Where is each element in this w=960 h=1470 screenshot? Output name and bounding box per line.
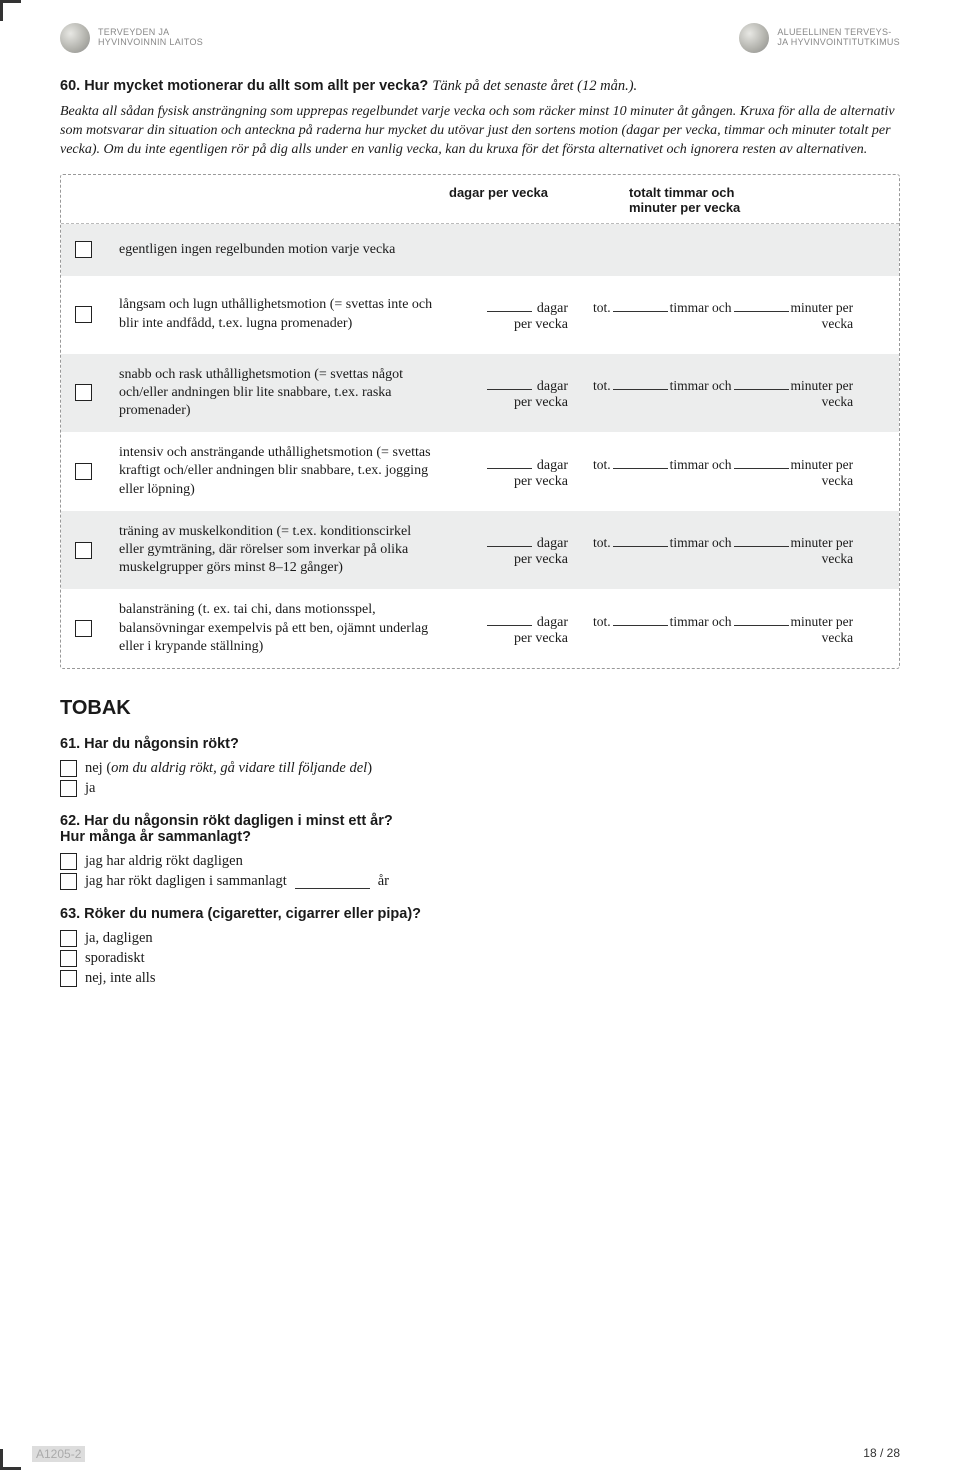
q60-row-checkbox[interactable] bbox=[75, 542, 92, 559]
q63-opt1: ja, dagligen bbox=[85, 930, 153, 947]
page-header: TERVEYDEN JA HYVINVOINNIN LAITOS ALUEELL… bbox=[60, 18, 900, 58]
q61-title: 61. Har du någonsin rökt? bbox=[60, 736, 900, 752]
footer-left: A1205-2 bbox=[32, 1446, 85, 1462]
q60-dagar-blank[interactable] bbox=[487, 454, 532, 469]
q60-table: dagar per vecka totalt timmar och minute… bbox=[60, 174, 900, 669]
q63-title: 63. Röker du numera (cigaretter, cigarre… bbox=[60, 906, 900, 922]
q60-dagar-blank[interactable] bbox=[487, 375, 532, 390]
q60-minuter-blank[interactable] bbox=[734, 297, 789, 312]
logo-ball-icon bbox=[60, 23, 90, 53]
q60-head-tot-a: totalt timmar och bbox=[629, 185, 885, 200]
q62-years-blank[interactable] bbox=[295, 874, 370, 890]
q60-row-checkbox[interactable] bbox=[75, 241, 92, 258]
q60-instructions: Beakta all sådan fysisk ansträngning som… bbox=[60, 103, 900, 160]
q60-title-italic: Tänk på det senaste året (12 mån.). bbox=[432, 78, 637, 94]
q60-minuter-blank[interactable] bbox=[734, 533, 789, 548]
logo-right: ALUEELLINEN TERVEYS- JA HYVINVOINTITUTKI… bbox=[739, 23, 900, 53]
footer-right: 18 / 28 bbox=[863, 1446, 900, 1462]
q60-total-block: tot.timmar och minuter pervecka bbox=[593, 454, 885, 489]
q60-row-text: träning av muskelkondition (= t.ex. kond… bbox=[119, 523, 453, 578]
q63-opt3-checkbox[interactable] bbox=[60, 970, 77, 987]
q60-minuter-blank[interactable] bbox=[734, 454, 789, 469]
q60-num: 60. bbox=[60, 78, 80, 94]
q60-row-text: balansträning (t. ex. tai chi, dans moti… bbox=[119, 601, 453, 656]
q60-row: snabb och rask uthållighetsmotion (= sve… bbox=[61, 354, 899, 433]
q61-opt2: ja bbox=[85, 780, 95, 797]
q60-table-head: dagar per vecka totalt timmar och minute… bbox=[61, 175, 899, 224]
q60-dagar-label: dagar bbox=[537, 615, 568, 631]
q60-dagar-blank[interactable] bbox=[487, 532, 532, 547]
q62-opt1: jag har aldrig rökt dagligen bbox=[85, 853, 243, 870]
q60-row: träning av muskelkondition (= t.ex. kond… bbox=[61, 511, 899, 590]
q63-opt3: nej, inte alls bbox=[85, 970, 155, 987]
q60-title-text: Hur mycket motionerar du allt som allt p… bbox=[84, 78, 428, 94]
q60-per-vecka-label: per vecka bbox=[514, 317, 568, 333]
q61-opt1: nej (om du aldrig rökt, gå vidare till f… bbox=[85, 760, 372, 777]
logo-right-line2: JA HYVINVOINTITUTKIMUS bbox=[777, 38, 900, 48]
q60-timmar-blank[interactable] bbox=[613, 297, 668, 312]
q60-row: balansträning (t. ex. tai chi, dans moti… bbox=[61, 589, 899, 668]
q60-per-vecka-label: per vecka bbox=[514, 552, 568, 568]
q62-opt2-checkbox[interactable] bbox=[60, 873, 77, 890]
q63-options: ja, dagligen sporadiskt nej, inte alls bbox=[60, 930, 900, 987]
q60-timmar-blank[interactable] bbox=[613, 611, 668, 626]
q60-minuter-blank[interactable] bbox=[734, 611, 789, 626]
q60-row-checkbox[interactable] bbox=[75, 463, 92, 480]
logo-ball-icon bbox=[739, 23, 769, 53]
q60-row-checkbox[interactable] bbox=[75, 620, 92, 637]
q60-per-vecka-label: per vecka bbox=[514, 395, 568, 411]
q60-row-text: egentligen ingen regelbunden motion varj… bbox=[119, 241, 453, 259]
q61-opt1-checkbox[interactable] bbox=[60, 760, 77, 777]
q60-per-vecka-label: per vecka bbox=[514, 474, 568, 490]
q60-row-text: snabb och rask uthållighetsmotion (= sve… bbox=[119, 366, 453, 421]
q63-opt1-checkbox[interactable] bbox=[60, 930, 77, 947]
q60-dagar-label: dagar bbox=[537, 301, 568, 317]
q60-head-dagar: dagar per vecka bbox=[439, 185, 589, 215]
q60-total-block: tot.timmar och minuter pervecka bbox=[593, 376, 885, 411]
q60-timmar-blank[interactable] bbox=[613, 376, 668, 391]
logo-left-line2: HYVINVOINNIN LAITOS bbox=[98, 38, 203, 48]
q60-total-block: tot.timmar och minuter pervecka bbox=[593, 533, 885, 568]
q60-per-vecka-label: per vecka bbox=[514, 631, 568, 647]
q60-timmar-blank[interactable] bbox=[613, 454, 668, 469]
q60-dagar-label: dagar bbox=[537, 379, 568, 395]
q60-title: 60. Hur mycket motionerar du allt som al… bbox=[60, 78, 900, 95]
q62-opt2-pre: jag har rökt dagligen i sammanlagt bbox=[85, 873, 287, 890]
section-tobak: TOBAK bbox=[60, 697, 900, 720]
q62-opt2-post: år bbox=[378, 873, 389, 890]
q60-row-text: intensiv och ansträngande uthållighetsmo… bbox=[119, 444, 453, 499]
page-footer: A1205-2 18 / 28 bbox=[32, 1446, 900, 1462]
q60-minuter-blank[interactable] bbox=[734, 376, 789, 391]
q60-timmar-blank[interactable] bbox=[613, 533, 668, 548]
q60-total-block: tot.timmar och minuter pervecka bbox=[593, 297, 885, 332]
q61-options: nej (om du aldrig rökt, gå vidare till f… bbox=[60, 760, 900, 797]
q60-row: intensiv och ansträngande uthållighetsmo… bbox=[61, 432, 899, 511]
q60-row-checkbox[interactable] bbox=[75, 384, 92, 401]
q62-title: 62. Har du någonsin rökt dagligen i mins… bbox=[60, 813, 900, 845]
q60-dagar-blank[interactable] bbox=[487, 611, 532, 626]
q60-dagar-label: dagar bbox=[537, 536, 568, 552]
logo-left: TERVEYDEN JA HYVINVOINNIN LAITOS bbox=[60, 23, 203, 53]
q61-opt2-checkbox[interactable] bbox=[60, 780, 77, 797]
q62-options: jag har aldrig rökt dagligen jag har rök… bbox=[60, 853, 900, 890]
q60-row-text: långsam och lugn uthållighetsmotion (= s… bbox=[119, 296, 453, 332]
q63-opt2-checkbox[interactable] bbox=[60, 950, 77, 967]
q60-row: långsam och lugn uthållighetsmotion (= s… bbox=[61, 276, 899, 354]
q62-opt1-checkbox[interactable] bbox=[60, 853, 77, 870]
q60-dagar-label: dagar bbox=[537, 458, 568, 474]
q60-dagar-blank[interactable] bbox=[487, 297, 532, 312]
q60-row: egentligen ingen regelbunden motion varj… bbox=[61, 224, 899, 276]
q60-total-block: tot.timmar och minuter pervecka bbox=[593, 611, 885, 646]
q60-row-checkbox[interactable] bbox=[75, 306, 92, 323]
q60-head-tot-b: minuter per vecka bbox=[629, 200, 885, 215]
q63-opt2: sporadiskt bbox=[85, 950, 145, 967]
